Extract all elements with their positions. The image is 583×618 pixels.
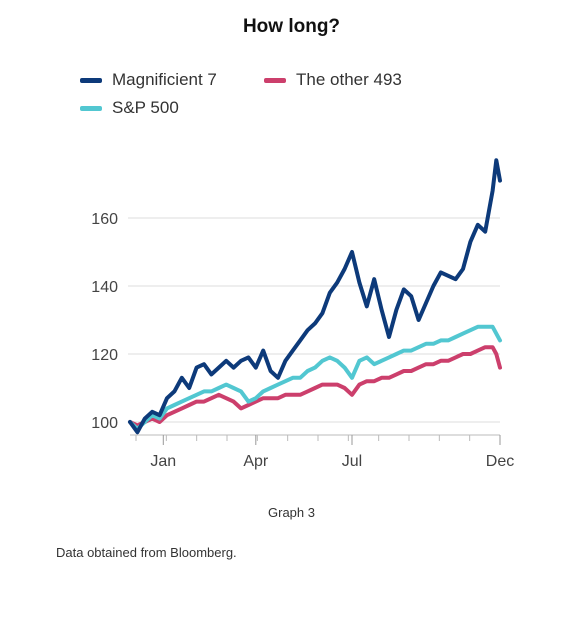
legend-swatch-magnificient-7 — [80, 77, 102, 83]
legend-swatch-sp-500 — [80, 105, 102, 111]
x-tick-label-jan: Jan — [150, 453, 176, 470]
series-line-magnificient-7 — [128, 158, 502, 435]
legend-label-magnificient-7: Magnificient 7 — [112, 70, 217, 89]
legend-item-sp-500: S&P 500 — [80, 98, 179, 118]
y-tick-label-120: 120 — [91, 347, 118, 364]
legend-label-the-other-493: The other 493 — [296, 70, 402, 89]
x-tick-label-jul: Jul — [342, 453, 362, 470]
y-tick-label-100: 100 — [91, 415, 118, 432]
line-chart: 100 120 140 160 Jan Apr Jul Dec — [91, 158, 514, 470]
series-line-s-p-500 — [128, 324, 502, 431]
figure-caption: Graph 3 — [268, 505, 315, 520]
x-tick-label-apr: Apr — [243, 453, 269, 470]
legend-item-magnificient-7: Magnificient 7 — [80, 70, 217, 90]
x-tick-label-dec: Dec — [486, 453, 514, 470]
y-tick-label-140: 140 — [91, 279, 118, 296]
legend-label-sp-500: S&P 500 — [112, 98, 179, 117]
chart-title: How long? — [242, 16, 341, 37]
legend-swatch-the-other-493 — [264, 77, 286, 83]
legend-item-the-other-493: The other 493 — [264, 70, 402, 90]
y-tick-label-160: 160 — [91, 211, 118, 228]
series-line-the-other-493 — [128, 345, 502, 428]
source-note: Data obtained from Bloomberg. — [56, 545, 237, 560]
